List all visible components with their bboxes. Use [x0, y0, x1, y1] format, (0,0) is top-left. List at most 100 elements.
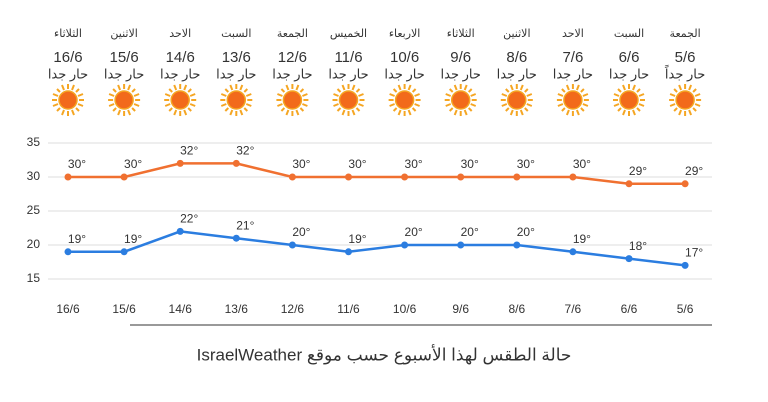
value-label: 17°: [685, 246, 703, 260]
point: [457, 173, 465, 181]
sun-icon: [443, 83, 478, 117]
point: [232, 234, 240, 242]
condition: حار جدا: [384, 66, 424, 82]
value-label: 19°: [348, 232, 366, 246]
condition: حار جدا: [272, 66, 312, 82]
condition: حار جدا: [104, 66, 144, 82]
point: [625, 180, 633, 188]
point: [513, 173, 521, 181]
point: [288, 241, 296, 249]
day-name: الخميس: [330, 28, 367, 40]
value-label: 30°: [124, 157, 142, 171]
y-tick-label: 15: [27, 271, 41, 285]
point: [64, 173, 72, 181]
day-name: الثلاثاء: [447, 28, 475, 40]
point: [120, 173, 128, 181]
value-label: 30°: [405, 157, 423, 171]
day-name: الاحد: [562, 28, 584, 40]
point: [120, 248, 128, 256]
condition: حار جدا: [609, 66, 649, 82]
date: 14/6: [166, 49, 195, 66]
point: [345, 248, 352, 256]
point: [513, 241, 521, 249]
point: [176, 227, 184, 235]
y-tick-label: 25: [27, 203, 41, 217]
date: 10/6: [390, 49, 419, 66]
x-tick-label: 6/6: [621, 302, 638, 316]
day-name: الاثنين: [110, 28, 137, 40]
day-name: الاربعاء: [389, 28, 421, 40]
value-label: 32°: [236, 144, 254, 158]
condition: حار جدا: [216, 66, 256, 82]
day-name: الجمعة: [670, 28, 701, 40]
x-tick-label: 15/6: [112, 302, 136, 316]
sun-icon: [219, 83, 254, 117]
sun-icon: [275, 83, 310, 117]
sun-icon: [387, 83, 422, 117]
point: [176, 159, 184, 167]
series-line: [68, 230, 686, 267]
sun-icon: [51, 83, 85, 117]
value-label: 21°: [236, 218, 254, 232]
condition: حار جدا: [441, 66, 481, 82]
point: [345, 173, 352, 181]
day-name: الثلاثاء: [54, 28, 82, 40]
sun-icon: [331, 83, 366, 117]
date: 16/6: [53, 49, 82, 66]
value-label: 30°: [517, 157, 535, 171]
date: 15/6: [109, 49, 138, 66]
date: 6/6: [619, 49, 640, 66]
condition: حار جدا: [160, 66, 200, 82]
value-label: 30°: [461, 157, 479, 171]
point: [625, 255, 633, 263]
value-label: 30°: [348, 157, 366, 171]
date: 8/6: [506, 49, 527, 66]
sun-icon: [107, 83, 142, 117]
point: [288, 173, 296, 181]
x-tick-label: 13/6: [225, 302, 249, 316]
day-name: الجمعة: [277, 28, 308, 40]
sun-icon: [499, 83, 534, 117]
date: 13/6: [222, 49, 251, 66]
caption: حالة الطقس لهذا الأسبوع حسب موقع IsraelW…: [197, 344, 572, 365]
condition: حار جداً: [664, 65, 705, 83]
date: 9/6: [450, 49, 471, 66]
sun-icon: [163, 83, 198, 117]
x-tick-label: 11/6: [337, 302, 360, 316]
date: 12/6: [278, 49, 307, 66]
point: [569, 248, 577, 256]
date: 5/6: [675, 49, 696, 66]
value-label: 18°: [629, 239, 647, 253]
point: [232, 159, 240, 167]
condition: حار جدا: [328, 66, 368, 82]
point: [64, 248, 72, 256]
value-label: 32°: [180, 144, 198, 158]
day-name: الاثنين: [503, 28, 530, 40]
sun-icon: [668, 83, 703, 117]
y-tick-label: 30: [27, 169, 41, 183]
date: 11/6: [334, 49, 362, 66]
point: [569, 173, 577, 181]
x-tick-label: 12/6: [281, 302, 305, 316]
value-label: 29°: [685, 164, 703, 178]
day-name: السبت: [221, 28, 251, 40]
sun-icon: [555, 83, 590, 117]
x-tick-label: 7/6: [565, 302, 582, 316]
sun-icon: [612, 83, 646, 117]
y-tick-label: 20: [27, 237, 41, 251]
x-tick-label: 16/6: [56, 302, 80, 316]
value-label: 29°: [629, 164, 647, 178]
x-tick-label: 14/6: [169, 302, 193, 316]
value-label: 20°: [405, 225, 423, 239]
value-label: 19°: [68, 232, 86, 246]
value-label: 19°: [573, 232, 591, 246]
day-name: السبت: [614, 28, 644, 40]
value-label: 19°: [124, 232, 142, 246]
condition: حار جدا: [48, 66, 88, 82]
point: [681, 261, 689, 269]
value-label: 22°: [180, 212, 198, 226]
day-name: الاحد: [169, 28, 191, 40]
series-line: [68, 162, 686, 186]
point: [401, 173, 409, 181]
